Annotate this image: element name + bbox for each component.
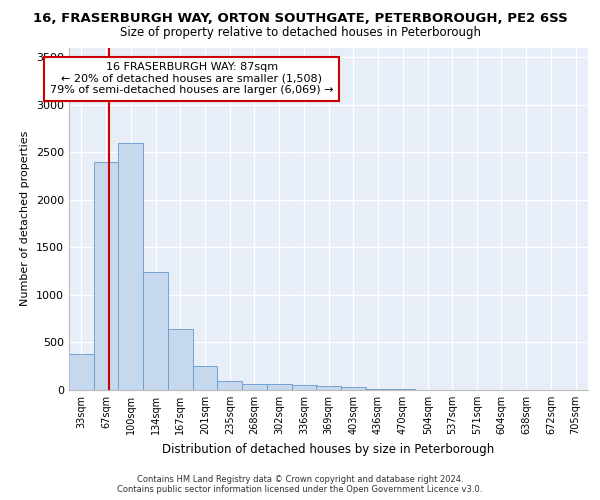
Bar — [341, 387, 366, 390]
Bar — [118, 142, 143, 390]
Bar — [292, 385, 317, 390]
Bar — [390, 389, 415, 390]
Text: Contains HM Land Registry data © Crown copyright and database right 2024.
Contai: Contains HM Land Registry data © Crown c… — [118, 474, 482, 494]
Text: 16, FRASERBURGH WAY, ORTON SOUTHGATE, PETERBOROUGH, PE2 6SS: 16, FRASERBURGH WAY, ORTON SOUTHGATE, PE… — [32, 12, 568, 26]
Bar — [94, 162, 119, 390]
Text: 16 FRASERBURGH WAY: 87sqm
← 20% of detached houses are smaller (1,508)
79% of se: 16 FRASERBURGH WAY: 87sqm ← 20% of detac… — [50, 62, 334, 96]
X-axis label: Distribution of detached houses by size in Peterborough: Distribution of detached houses by size … — [163, 442, 494, 456]
Text: Size of property relative to detached houses in Peterborough: Size of property relative to detached ho… — [119, 26, 481, 39]
Bar — [69, 354, 94, 390]
Bar — [242, 384, 267, 390]
Y-axis label: Number of detached properties: Number of detached properties — [20, 131, 31, 306]
Bar — [267, 384, 292, 390]
Bar — [365, 388, 390, 390]
Bar — [193, 366, 217, 390]
Bar — [217, 381, 242, 390]
Bar — [167, 329, 193, 390]
Bar — [316, 386, 341, 390]
Bar — [143, 272, 168, 390]
